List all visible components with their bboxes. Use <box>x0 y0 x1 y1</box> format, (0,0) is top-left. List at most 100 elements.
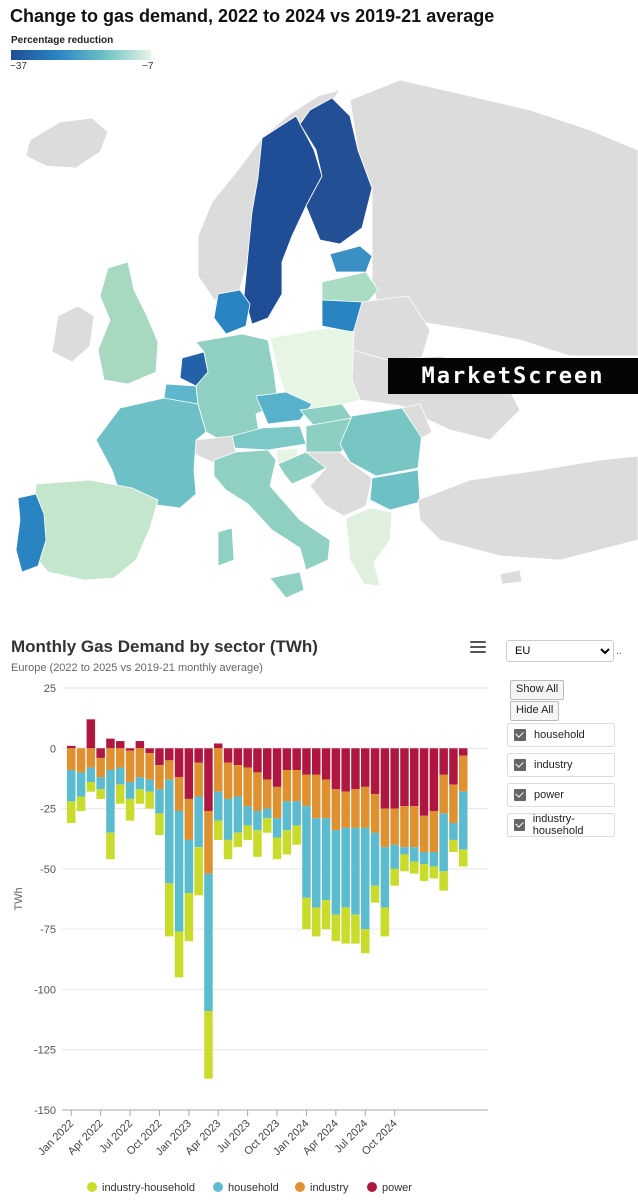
bar-power <box>165 748 174 761</box>
bar-power <box>429 748 439 811</box>
bar-household <box>76 772 86 797</box>
bar-industry <box>243 767 252 807</box>
bar-industry <box>263 779 272 809</box>
bar-industry <box>184 798 194 840</box>
bar-power <box>204 748 213 811</box>
bar-power <box>361 748 370 787</box>
legend-label-household: household <box>228 1182 279 1194</box>
bar-household <box>449 823 458 840</box>
bar-household <box>341 827 350 908</box>
bar-household <box>184 839 194 893</box>
bar-industry <box>312 774 321 819</box>
bar-industry <box>302 774 311 807</box>
bar-household <box>165 779 174 884</box>
bar-industry <box>449 784 458 824</box>
bar-household <box>410 847 419 862</box>
bar-industry-household <box>390 868 399 886</box>
bar-industry-household <box>174 931 184 978</box>
bar-power <box>351 748 360 790</box>
bar-industry <box>253 772 262 811</box>
bar-household <box>390 844 399 869</box>
bar-household <box>370 832 380 886</box>
bar-industry-household <box>292 825 301 845</box>
y-tick-label: -25 <box>40 804 56 816</box>
toggle-power[interactable]: power <box>507 783 615 807</box>
bar-industry <box>390 808 399 845</box>
bar-household <box>263 808 272 819</box>
bar-household <box>312 818 321 908</box>
bar-power <box>86 719 96 749</box>
europe-choropleth-map <box>15 79 638 599</box>
bar-household <box>272 818 282 838</box>
map-region-greece <box>345 507 393 587</box>
toggle-industry-household[interactable]: industry-household <box>507 813 615 837</box>
map-region-russia-north <box>349 79 638 357</box>
bar-household <box>321 818 331 901</box>
bar-industry-household <box>67 801 76 824</box>
bar-household <box>439 813 448 872</box>
bar-industry-household <box>155 813 164 836</box>
hide-all-button[interactable]: Hide All <box>510 701 560 721</box>
bar-industry <box>351 789 360 828</box>
toggle-label: industry-household <box>532 813 584 837</box>
bar-household <box>400 847 409 855</box>
bar-household <box>331 830 341 915</box>
bar-industry-household <box>351 914 360 944</box>
bar-power <box>272 748 282 787</box>
bar-industry <box>86 748 96 768</box>
legend-label-power: power <box>382 1182 412 1194</box>
map-region-sweden <box>243 115 323 325</box>
bar-household <box>419 851 429 865</box>
bar-household <box>282 801 292 831</box>
toggle-industry[interactable]: industry <box>507 753 615 777</box>
select-overflow-dots: .. <box>616 645 623 657</box>
legend-label-industry: industry <box>310 1182 349 1194</box>
bar-industry <box>361 786 370 828</box>
bar-power <box>439 748 448 775</box>
checkbox-checked-icon <box>514 759 526 771</box>
toggle-household[interactable]: household <box>507 723 615 747</box>
bar-industry-household <box>449 839 458 852</box>
bar-power <box>419 748 429 816</box>
bar-industry <box>96 757 105 778</box>
bar-industry <box>233 765 243 797</box>
bar-power <box>282 748 292 770</box>
map-legend-min: −37 <box>10 61 27 72</box>
bar-household <box>67 769 76 802</box>
y-tick-label: -75 <box>40 924 56 936</box>
bar-household <box>361 827 370 930</box>
bar-power <box>253 748 262 773</box>
bar-industry-household <box>243 825 252 840</box>
y-tick-label: -100 <box>34 984 56 996</box>
bar-industry <box>155 765 164 790</box>
map-region-sardinia <box>217 527 235 567</box>
map-region-italy <box>213 449 331 571</box>
bar-industry <box>292 769 301 802</box>
bar-industry <box>410 806 419 848</box>
y-tick-label: 25 <box>44 683 56 695</box>
bar-power <box>400 748 409 807</box>
map-region-poland <box>269 327 361 413</box>
bar-power <box>341 748 350 792</box>
bar-household <box>292 801 301 826</box>
bar-industry-household <box>331 914 341 942</box>
bar-power <box>370 748 380 795</box>
bar-industry <box>272 786 282 819</box>
bar-industry-household <box>439 871 448 891</box>
hamburger-menu-icon[interactable] <box>470 641 486 655</box>
bar-industry-household <box>282 830 292 855</box>
bar-power <box>194 748 203 763</box>
bar-industry-household <box>204 1011 213 1079</box>
bar-industry-household <box>400 854 409 872</box>
bar-industry-household <box>135 789 145 804</box>
bar-industry-household <box>184 892 194 942</box>
legend-label-industry-household: industry-household <box>102 1182 195 1194</box>
map-title: Change to gas demand, 2022 to 2024 vs 20… <box>10 6 495 26</box>
bar-industry <box>76 748 86 773</box>
map-region-france <box>95 397 207 509</box>
show-all-button[interactable]: Show All <box>510 680 565 700</box>
region-select[interactable]: EU <box>506 640 614 662</box>
checkbox-checked-icon <box>514 789 526 801</box>
bar-industry-household <box>341 907 350 944</box>
bar-power <box>223 748 233 763</box>
